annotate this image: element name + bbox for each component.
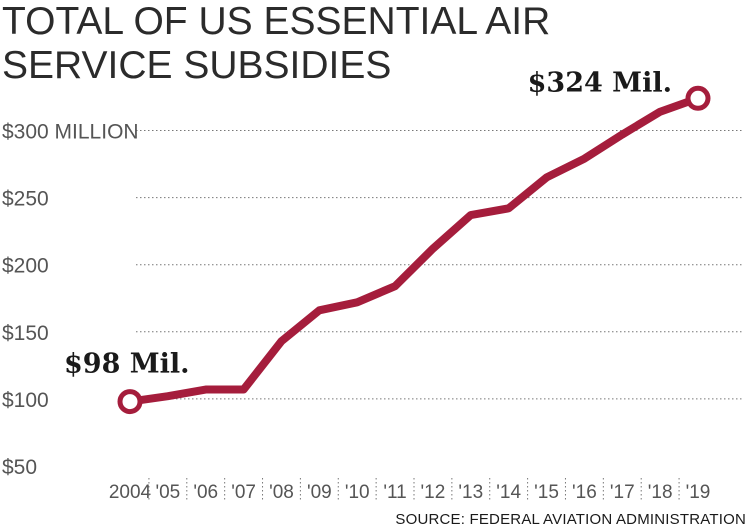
x-tick-label: '18 (648, 482, 673, 503)
x-tick-label: '17 (610, 482, 635, 503)
x-tick-label: '07 (231, 482, 256, 503)
y-tick-label: $200 (2, 255, 49, 278)
x-tick-label: '11 (383, 482, 406, 503)
x-tick-label: '09 (307, 482, 332, 503)
source-note: SOURCE: FEDERAL AVIATION ADMINISTRATION (395, 511, 746, 528)
x-tick-label: '05 (155, 482, 180, 503)
x-tick-label: '15 (534, 482, 559, 503)
x-tick-label: 2004 (109, 482, 152, 503)
series-line (126, 94, 702, 406)
data-point-marker (117, 389, 143, 415)
x-tick-label: '10 (345, 482, 370, 503)
x-axis-ticks: 2004'05 '06 '07 '08 '09 '10 '11 '12 '13 '14 '15 '16… (109, 478, 711, 503)
x-tick-label: '16 (572, 482, 597, 503)
value-callout: $324 Mil. (528, 67, 672, 98)
y-tick-label: $150 (2, 322, 49, 345)
x-tick-label: '13 (458, 482, 483, 503)
x-tick-label: '19 (686, 482, 711, 503)
y-tick-label: $50 (2, 456, 37, 479)
x-tick-label: '14 (496, 482, 521, 503)
y-tick-label: $250 (2, 188, 49, 211)
data-point-marker (685, 85, 711, 111)
x-tick-label: '12 (421, 482, 446, 503)
y-tick-label: $100 (2, 389, 49, 412)
annotations: $98 Mil. $324 Mil. (64, 67, 672, 379)
x-tick-label: '08 (269, 482, 294, 503)
chart-title-line-2: SERVICE SUBSIDIES (2, 44, 392, 87)
x-tick-label: '06 (193, 482, 218, 503)
chart-title-line-1: TOTAL OF US ESSENTIAL AIR (2, 0, 551, 43)
series-group (117, 85, 711, 415)
value-callout: $98 Mil. (64, 349, 190, 380)
gridlines (136, 130, 742, 400)
y-tick-label: $300 MILLION (2, 121, 139, 144)
y-axis-ticks: $50 $100 $150 $200 $250 $300 MILLION (2, 121, 139, 480)
chart-title: TOTAL OF US ESSENTIAL AIR SERVICE SUBSID… (2, 0, 602, 88)
